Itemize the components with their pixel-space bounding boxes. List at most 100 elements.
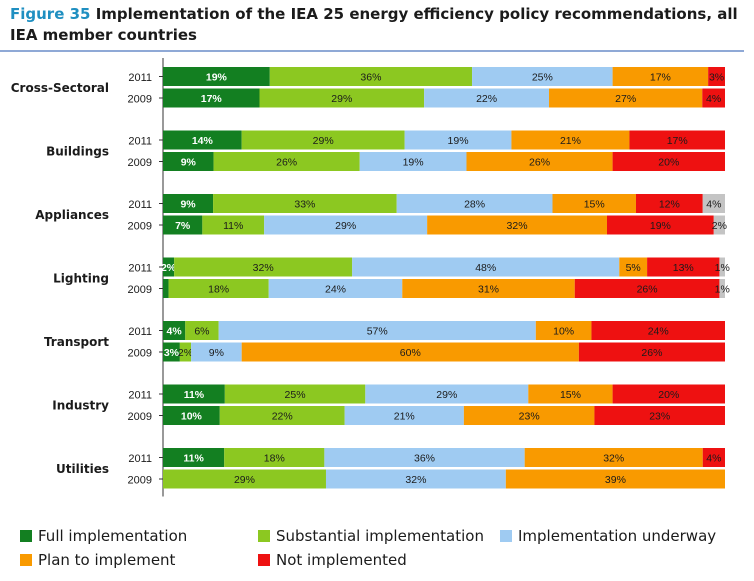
data-label: 5% — [626, 262, 641, 274]
data-label: 26% — [641, 347, 662, 359]
bar-segment — [619, 257, 648, 277]
data-label: 60% — [400, 347, 421, 359]
category-label: Buildings — [46, 145, 109, 159]
bar-segment — [552, 194, 636, 213]
data-label: 26% — [276, 157, 297, 169]
year-tick-label: 2009 — [128, 221, 152, 233]
category-label: Cross-Sectoral — [11, 81, 109, 95]
data-label: 9% — [209, 347, 224, 359]
bar-segment — [325, 469, 506, 489]
bar-segment — [396, 194, 553, 213]
data-label: 9% — [180, 199, 196, 211]
category-label: Utilities — [56, 462, 109, 476]
bar-segment — [344, 406, 464, 425]
legend-swatch-underway — [500, 530, 512, 542]
bar-segment — [264, 215, 428, 235]
data-label: 14% — [192, 135, 214, 147]
bar-segment — [352, 257, 620, 277]
data-label: 21% — [394, 411, 415, 423]
data-label: 31% — [478, 284, 499, 296]
bar-segment — [202, 215, 265, 235]
data-label: 20% — [658, 389, 679, 401]
data-label: 3% — [709, 72, 724, 84]
category-label: Industry — [52, 399, 109, 413]
bar-segment — [702, 448, 725, 467]
legend-swatch-full — [20, 530, 32, 542]
year-tick-label: 2009 — [128, 475, 152, 487]
data-label: 4% — [167, 326, 183, 338]
legend-label-substantial: Substantial implementation — [276, 527, 484, 545]
bar-segment — [365, 384, 529, 404]
year-tick-label: 2009 — [128, 157, 152, 169]
bar-segment — [612, 384, 725, 404]
bar-segment — [218, 321, 536, 340]
bar-segment — [713, 215, 725, 235]
year-tick-label: 2011 — [128, 199, 152, 211]
bar-segment — [163, 194, 214, 213]
bar-segment — [427, 215, 607, 235]
data-label: 4% — [706, 199, 721, 211]
data-label: 33% — [294, 199, 315, 211]
bar-segment — [174, 257, 353, 277]
bar-segment — [241, 342, 579, 362]
bar-segment — [163, 321, 186, 340]
year-tick-label: 2011 — [128, 136, 152, 148]
bar-segment — [466, 152, 613, 171]
data-label: 15% — [584, 199, 605, 211]
data-label: 11% — [223, 220, 243, 232]
bar-segment — [213, 152, 360, 171]
data-label: 2% — [178, 347, 193, 359]
bar-segment — [224, 384, 366, 404]
bar-segment — [163, 342, 180, 362]
legend-label-not: Not implemented — [276, 551, 407, 569]
legend-item-full: Full implementation — [20, 527, 187, 545]
bar-segment — [574, 279, 720, 298]
data-label: 13% — [673, 262, 694, 274]
year-tick-label: 2009 — [128, 284, 152, 296]
bar-segment — [612, 67, 709, 86]
data-label: 6% — [194, 326, 209, 338]
year-tick-label: 2011 — [128, 453, 152, 465]
figure-title-text: Implementation of the IEA 25 energy effi… — [10, 5, 738, 44]
data-label: 1% — [715, 262, 730, 274]
data-label: 29% — [335, 220, 356, 232]
bar-segment — [241, 130, 405, 150]
bar-segment — [402, 279, 575, 298]
bar-segment — [168, 279, 269, 298]
bar-segment — [511, 130, 630, 150]
bar-segment — [404, 130, 512, 150]
data-label: 7% — [175, 220, 191, 232]
data-label: 23% — [649, 411, 670, 423]
bar-segment — [594, 406, 725, 425]
legend-label-full: Full implementation — [38, 527, 188, 545]
data-label: 17% — [667, 135, 688, 147]
data-label: 36% — [360, 72, 381, 84]
bar-segment — [163, 88, 260, 108]
bar-segment — [224, 448, 325, 467]
legend-item-not: Not implemented — [258, 551, 407, 569]
figure-label: Figure 35 — [10, 5, 91, 23]
category-label: Lighting — [53, 272, 109, 286]
year-tick-label: 2009 — [128, 348, 152, 360]
bar-segment — [702, 88, 725, 108]
data-label: 32% — [507, 220, 528, 232]
bar-segment — [535, 321, 592, 340]
data-label: 22% — [476, 93, 497, 105]
data-label: 29% — [313, 135, 334, 147]
data-label: 36% — [414, 453, 435, 465]
year-tick-label: 2009 — [128, 94, 152, 106]
data-label: 28% — [464, 199, 485, 211]
title-rule — [0, 50, 744, 52]
bar-segment — [213, 194, 397, 213]
data-label: 32% — [603, 453, 624, 465]
bar-segment — [219, 406, 345, 425]
category-label: Appliances — [35, 208, 109, 222]
bar-segment — [463, 406, 595, 425]
legend-swatch-plan — [20, 554, 32, 566]
bar-segment — [635, 194, 703, 213]
data-label: 24% — [648, 326, 669, 338]
data-label: 32% — [405, 474, 426, 486]
data-label: 29% — [331, 93, 352, 105]
data-label: 19% — [650, 220, 671, 232]
bar-segment — [505, 469, 725, 489]
